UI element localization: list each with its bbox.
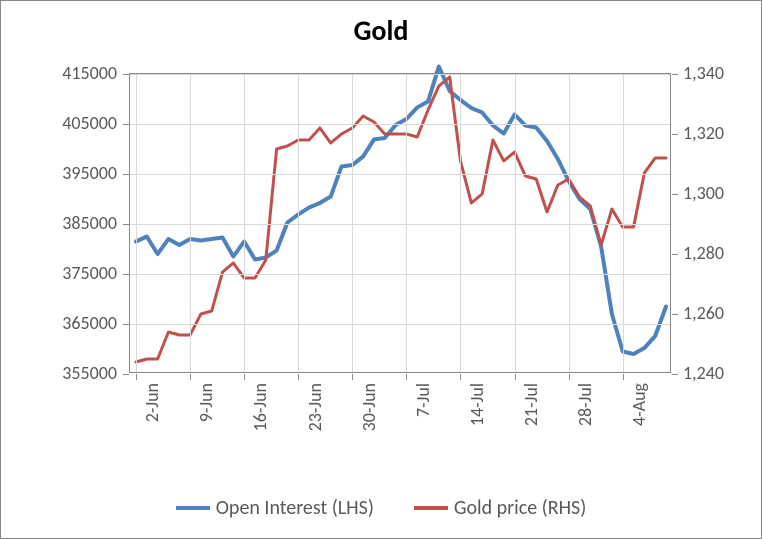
y-right-tick [672,194,678,195]
y-right-tick [672,134,678,135]
y-left-label: 415000 [62,62,117,84]
legend: Open Interest (LHS) Gold price (RHS) [1,496,761,520]
legend-swatch [176,506,210,510]
y-left-label: 395000 [62,162,117,184]
x-tick [244,374,245,380]
y-right-label: 1,300 [683,182,724,204]
gridline-v [515,74,516,372]
x-label: 30-Jun [358,383,380,431]
y-left-label: 355000 [62,362,117,384]
y-right-label: 1,280 [683,242,724,264]
y-left-label: 385000 [62,212,117,234]
x-label: 14-Jul [466,383,488,426]
gridline-h [130,324,670,325]
legend-item: Open Interest (LHS) [176,496,374,520]
x-tick [460,374,461,380]
plot-area [129,73,671,373]
y-left-label: 365000 [62,312,117,334]
y-right-label: 1,240 [683,362,724,384]
legend-label: Open Interest (LHS) [216,496,374,520]
gridline-v [569,74,570,372]
x-tick [190,374,191,380]
gold-chart: Gold Open Interest (LHS) Gold price (RHS)… [0,0,762,539]
gridline-h [130,274,670,275]
legend-swatch [414,506,448,510]
y-left-tick [123,324,129,325]
x-tick [569,374,570,380]
gridline-v [244,74,245,372]
gridline-v [623,74,624,372]
gridline-v [352,74,353,372]
x-label: 16-Jun [249,383,271,431]
gridline-v [298,74,299,372]
x-label: 9-Jun [195,383,217,422]
y-left-tick [123,174,129,175]
chart-title: Gold [1,13,761,48]
gridline-v [136,74,137,372]
gridline-h [130,74,670,75]
y-left-label: 375000 [62,262,117,284]
x-label: 23-Jun [304,383,326,431]
y-left-tick [123,124,129,125]
x-tick [406,374,407,380]
y-left-tick [123,374,129,375]
x-label: 4-Aug [628,383,650,426]
y-right-label: 1,340 [683,62,724,84]
y-right-tick [672,74,678,75]
x-tick [623,374,624,380]
y-right-label: 1,260 [683,302,724,324]
y-right-label: 1,320 [683,122,724,144]
x-tick [136,374,137,380]
y-right-tick [672,374,678,375]
gridline-v [190,74,191,372]
x-label: 7-Jul [412,383,434,417]
y-left-tick [123,274,129,275]
series-open-interest [136,67,666,355]
x-label: 21-Jul [520,383,542,426]
x-tick [352,374,353,380]
gridline-h [130,224,670,225]
x-tick [298,374,299,380]
legend-item: Gold price (RHS) [414,496,586,520]
gridline-h [130,124,670,125]
gridline-h [130,174,670,175]
y-right-tick [672,254,678,255]
y-right-tick [672,314,678,315]
x-label: 2-Jun [141,383,163,422]
y-left-tick [123,74,129,75]
y-left-label: 405000 [62,112,117,134]
x-label: 28-Jul [574,383,596,426]
legend-label: Gold price (RHS) [454,496,586,520]
gridline-v [406,74,407,372]
x-tick [515,374,516,380]
gridline-v [460,74,461,372]
y-left-tick [123,224,129,225]
